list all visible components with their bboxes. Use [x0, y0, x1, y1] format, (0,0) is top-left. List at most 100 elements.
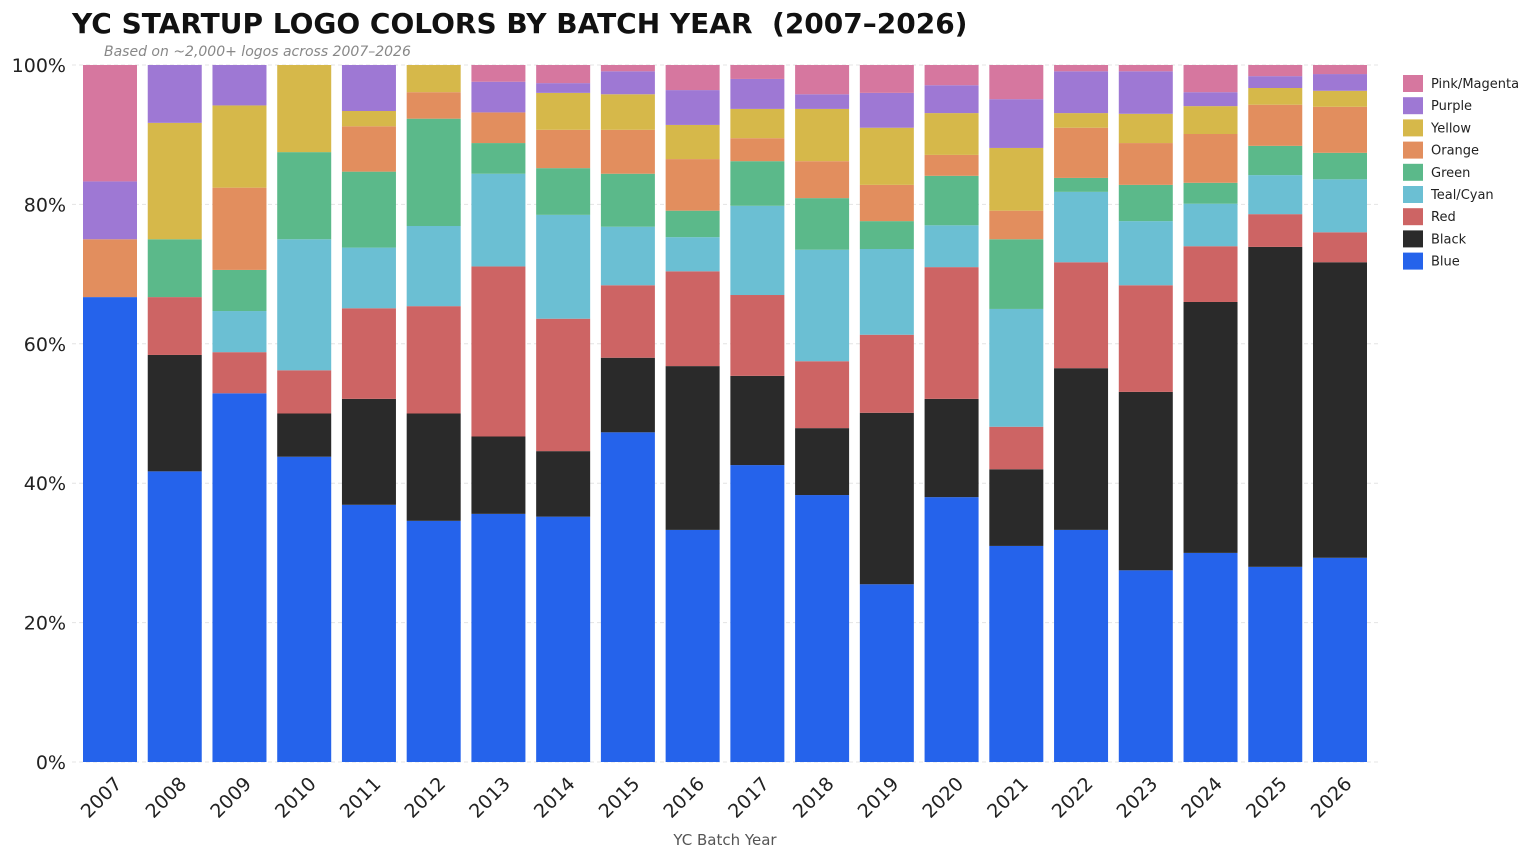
bar-segment-black-2011	[341, 398, 396, 505]
bar-segment-orange-2007	[83, 239, 137, 298]
bar-segment-red-2025	[1248, 214, 1303, 247]
bar-segment-purple-2014	[536, 83, 591, 93]
bar-segment-blue-2007	[83, 297, 137, 762]
bar-segment-green-2020	[924, 175, 979, 226]
bar-segment-yellow-2024	[1183, 106, 1238, 135]
legend-item: Black	[1403, 230, 1467, 248]
bar-segment-teal-cyan-2016	[665, 237, 720, 272]
bar-segment-orange-2013	[471, 112, 526, 144]
bar-2019	[859, 65, 914, 762]
bar-segment-purple-2026	[1313, 74, 1367, 91]
bar-segment-pink-magenta-2014	[536, 65, 591, 84]
legend-swatch	[1403, 141, 1423, 159]
x-tick-label: 2007	[77, 773, 127, 823]
bar-segment-red-2023	[1118, 285, 1173, 392]
bar-segment-yellow-2017	[730, 108, 785, 139]
bar-segment-pink-magenta-2026	[1313, 65, 1367, 75]
bar-segment-yellow-2021	[989, 147, 1044, 211]
bar-2024	[1183, 65, 1238, 762]
bar-2013	[471, 65, 526, 762]
x-tick-label: 2017	[724, 773, 774, 823]
legend-label: Yellow	[1430, 121, 1471, 136]
bar-segment-pink-magenta-2021	[989, 65, 1044, 100]
bar-segment-red-2020	[924, 267, 979, 399]
bar-2007	[83, 65, 137, 762]
bar-segment-teal-cyan-2015	[600, 226, 655, 286]
bar-segment-pink-magenta-2017	[730, 65, 785, 79]
bar-segment-purple-2022	[1054, 71, 1109, 114]
bar-segment-black-2018	[795, 428, 850, 496]
x-tick-label: 2013	[465, 773, 515, 823]
bar-segment-green-2026	[1313, 152, 1367, 180]
bar-segment-green-2009	[212, 269, 267, 312]
bar-segment-blue-2019	[859, 584, 914, 762]
bar-segment-yellow-2016	[665, 124, 720, 160]
x-tick-label: 2010	[271, 773, 321, 823]
legend-swatch	[1403, 208, 1423, 226]
bar-segment-teal-cyan-2026	[1313, 179, 1367, 233]
bar-segment-orange-2018	[795, 161, 850, 199]
bar-segment-purple-2016	[665, 90, 720, 125]
legend-item: Purple	[1403, 97, 1472, 115]
bar-segment-orange-2014	[536, 129, 591, 169]
bar-segment-teal-cyan-2025	[1248, 175, 1303, 215]
x-tick-label: 2023	[1113, 773, 1163, 823]
bar-segment-yellow-2022	[1054, 113, 1109, 128]
bar-segment-red-2010	[277, 370, 332, 414]
y-tick-label: 0%	[36, 752, 66, 774]
bar-segment-teal-cyan-2017	[730, 205, 785, 296]
bar-segment-pink-magenta-2019	[859, 65, 914, 93]
bar-2016	[665, 65, 720, 762]
bar-segment-purple-2025	[1248, 76, 1303, 89]
bar-segment-orange-2012	[406, 92, 461, 119]
bar-segment-pink-magenta-2020	[924, 65, 979, 86]
bar-2010	[277, 65, 332, 762]
x-axis-label: YC Batch Year	[672, 831, 777, 849]
bar-segment-yellow-2015	[600, 94, 655, 130]
legend-item: Orange	[1403, 141, 1479, 159]
bar-segment-red-2012	[406, 306, 461, 414]
bar-segment-red-2017	[730, 295, 785, 376]
bar-segment-black-2017	[730, 375, 785, 466]
bar-segment-teal-cyan-2011	[341, 247, 396, 309]
legend-item: Green	[1403, 163, 1470, 181]
y-tick-label: 80%	[24, 194, 66, 216]
bar-segment-red-2009	[212, 352, 267, 394]
bar-segment-red-2026	[1313, 232, 1367, 263]
bar-segment-blue-2025	[1248, 566, 1303, 762]
x-tick-label: 2011	[336, 773, 386, 823]
bar-segment-yellow-2008	[147, 122, 202, 240]
bar-segment-blue-2020	[924, 497, 979, 762]
bar-segment-pink-magenta-2015	[600, 65, 655, 72]
bar-segment-green-2025	[1248, 145, 1303, 176]
bar-segment-red-2022	[1054, 262, 1109, 369]
bar-segment-teal-cyan-2018	[795, 249, 850, 362]
x-axis-ticks: 2007 2008 2009 2010 2011 2012 2013 2014 2015 2016…	[77, 773, 1357, 823]
bar-segment-blue-2018	[795, 495, 850, 762]
bar-segment-red-2008	[147, 297, 202, 355]
legend-label: Green	[1431, 166, 1470, 181]
bars	[83, 65, 1367, 762]
bar-segment-red-2015	[600, 285, 655, 358]
bar-segment-purple-2013	[471, 81, 526, 113]
bar-segment-teal-cyan-2009	[212, 311, 267, 353]
bar-segment-blue-2016	[665, 529, 720, 762]
legend-label: Black	[1431, 232, 1467, 247]
bar-segment-green-2019	[859, 221, 914, 250]
bar-segment-pink-magenta-2013	[471, 65, 526, 82]
bar-segment-pink-magenta-2022	[1054, 65, 1109, 72]
legend: Pink/Magenta Purple Yellow Orange Green Teal/…	[1403, 75, 1519, 270]
bar-segment-blue-2021	[989, 545, 1044, 762]
bar-segment-orange-2015	[600, 129, 655, 174]
bar-segment-green-2021	[989, 239, 1044, 309]
legend-swatch	[1403, 97, 1423, 115]
bar-2011	[341, 65, 396, 762]
x-tick-label: 2026	[1307, 773, 1357, 823]
bar-segment-blue-2017	[730, 465, 785, 762]
bar-segment-orange-2025	[1248, 104, 1303, 146]
bar-segment-yellow-2025	[1248, 88, 1303, 105]
bar-segment-teal-cyan-2012	[406, 226, 461, 307]
bar-segment-blue-2015	[600, 432, 655, 762]
bar-2021	[989, 65, 1044, 762]
x-tick-label: 2024	[1177, 773, 1227, 823]
